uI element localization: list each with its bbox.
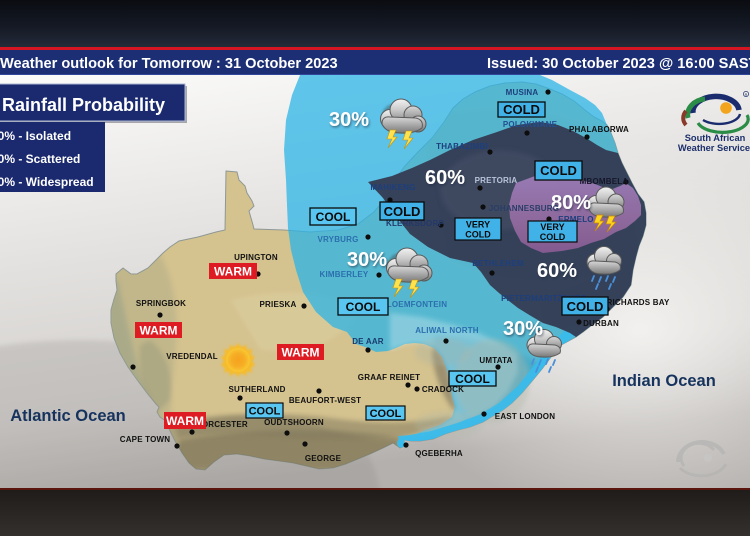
svg-text:BLOEMFONTEIN: BLOEMFONTEIN: [381, 300, 447, 309]
svg-text:PIETERMARITZBURG: PIETERMARITZBURG: [501, 294, 587, 303]
svg-text:Atlantic Ocean: Atlantic Ocean: [10, 407, 126, 425]
svg-text:WARM: WARM: [214, 265, 252, 279]
svg-text:PHALABORWA: PHALABORWA: [569, 125, 629, 134]
svg-text:South African: South African: [685, 133, 746, 143]
svg-text:EAST LONDON: EAST LONDON: [495, 412, 555, 421]
svg-text:R: R: [745, 93, 748, 97]
svg-text:COOL: COOL: [316, 210, 351, 224]
svg-text:80%: 80%: [551, 192, 591, 214]
svg-text:PRIESKA: PRIESKA: [260, 300, 297, 309]
svg-text:30%: 30%: [503, 318, 543, 340]
svg-text:OUDTSHOORN: OUDTSHOORN: [264, 418, 324, 427]
svg-text:MAHIKENG: MAHIKENG: [370, 183, 415, 192]
svg-text:GRAAF REINET: GRAAF REINET: [358, 373, 420, 382]
svg-text:SUTHERLAND: SUTHERLAND: [228, 385, 285, 394]
svg-text:BEAUFORT-WEST: BEAUFORT-WEST: [289, 396, 361, 405]
svg-text:DE AAR: DE AAR: [352, 337, 384, 346]
svg-text:RICHARDS BAY: RICHARDS BAY: [606, 298, 669, 307]
svg-text:ERMELO: ERMELO: [558, 215, 593, 224]
svg-text:Indian Ocean: Indian Ocean: [612, 372, 716, 390]
svg-text:COLD: COLD: [503, 102, 540, 117]
svg-text:COLD: COLD: [567, 299, 604, 314]
svg-text:COLD: COLD: [540, 163, 577, 178]
svg-text:UPINGTON: UPINGTON: [234, 253, 278, 262]
svg-text:30%: 30%: [347, 249, 387, 271]
svg-text:DURBAN: DURBAN: [583, 319, 619, 328]
svg-text:POLOKWANE: POLOKWANE: [503, 120, 558, 129]
svg-text:30% - Isolated: 30% - Isolated: [0, 129, 71, 143]
svg-text:MBOMBELA: MBOMBELA: [580, 177, 629, 186]
svg-text:WARM: WARM: [166, 414, 204, 428]
svg-text:COOL: COOL: [346, 300, 381, 314]
svg-text:ALIWAL NORTH: ALIWAL NORTH: [415, 326, 479, 335]
svg-text:GEORGE: GEORGE: [305, 454, 342, 463]
svg-text:VREDENDAL: VREDENDAL: [166, 352, 218, 361]
svg-text:KLERKSDORP: KLERKSDORP: [386, 219, 444, 228]
svg-text:Issued: 30 October 2023 @ 16:0: Issued: 30 October 2023 @ 16:00 SAST: [487, 56, 750, 72]
svg-text:THABAZIMBI: THABAZIMBI: [436, 142, 488, 151]
svg-text:CAPE TOWN: CAPE TOWN: [120, 435, 171, 444]
svg-text:Weather Service: Weather Service: [678, 143, 750, 153]
svg-text:60% - Scattered: 60% - Scattered: [0, 152, 80, 166]
svg-text:BETHLEHEM: BETHLEHEM: [472, 259, 524, 268]
svg-text:80% - Widespread: 80% - Widespread: [0, 175, 94, 189]
svg-text:CRADOCK: CRADOCK: [422, 385, 464, 394]
svg-text:COLD: COLD: [384, 204, 421, 219]
svg-text:Weather outlook for Tomorrow :: Weather outlook for Tomorrow : 31 Octobe…: [0, 56, 338, 72]
svg-text:COLD: COLD: [540, 232, 566, 242]
svg-text:VRYBURG: VRYBURG: [317, 235, 358, 244]
svg-text:WORCESTER: WORCESTER: [194, 420, 248, 429]
svg-text:Rainfall Probability: Rainfall Probability: [2, 95, 165, 115]
svg-text:60%: 60%: [537, 260, 577, 282]
svg-text:PRETORIA: PRETORIA: [475, 176, 518, 185]
svg-text:KIMBERLEY: KIMBERLEY: [320, 270, 369, 279]
svg-text:WARM: WARM: [282, 346, 320, 360]
svg-text:60%: 60%: [425, 167, 465, 189]
svg-text:QGEBERHA: QGEBERHA: [415, 449, 463, 458]
svg-text:30%: 30%: [329, 109, 369, 131]
svg-text:COOL: COOL: [455, 372, 490, 386]
svg-text:UMTATA: UMTATA: [479, 356, 512, 365]
svg-text:COLD: COLD: [465, 230, 491, 240]
svg-text:MUSINA: MUSINA: [506, 88, 539, 97]
svg-text:SPRINGBOK: SPRINGBOK: [136, 299, 186, 308]
svg-text:COOL: COOL: [249, 406, 281, 418]
svg-text:VERY: VERY: [466, 220, 490, 230]
svg-text:COOL: COOL: [370, 408, 402, 420]
svg-text:VERY: VERY: [540, 222, 564, 232]
svg-text:JOHANNESBURG: JOHANNESBURG: [489, 204, 559, 213]
svg-text:WARM: WARM: [140, 324, 178, 338]
